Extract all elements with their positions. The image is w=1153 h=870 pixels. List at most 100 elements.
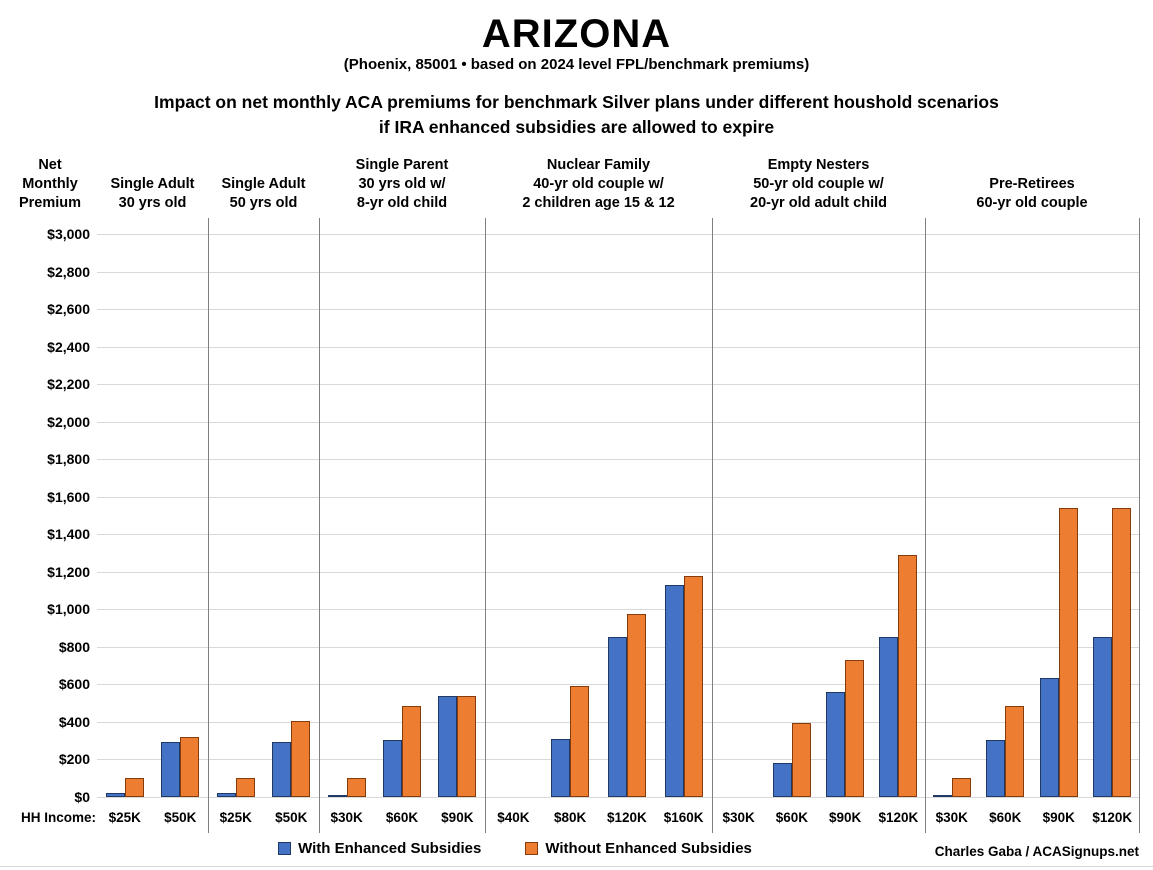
y-axis-title: Net Monthly Premium — [18, 157, 82, 211]
bar-with-enhanced-subsidies — [608, 637, 627, 797]
bar-without-enhanced-subsidies — [125, 778, 144, 797]
hh-income-value: $30K — [330, 810, 363, 825]
bar-without-enhanced-subsidies — [792, 723, 811, 797]
legend-label-without: Without Enhanced Subsidies — [545, 840, 752, 857]
bar-with-enhanced-subsidies — [383, 740, 402, 797]
scenario-header-line: Nuclear Family — [546, 157, 651, 173]
gridline — [97, 271, 1139, 273]
bar-with-enhanced-subsidies — [328, 795, 347, 797]
hh-income-value: $160K — [663, 810, 704, 825]
bar-with-enhanced-subsidies — [272, 742, 291, 797]
group-separator — [319, 218, 320, 833]
hh-income-value: $90K — [441, 810, 474, 825]
bar-without-enhanced-subsidies — [236, 778, 255, 797]
scenario-header: Nuclear Family 40-yr old couple w/2 child… — [485, 150, 712, 213]
hh-income-value: $60K — [989, 810, 1022, 825]
hh-income-value: $40K — [497, 810, 530, 825]
bar-with-enhanced-subsidies — [1040, 678, 1059, 797]
y-tick-label: $1,800 — [47, 451, 90, 468]
scenario-header-line: 30 yrs old — [118, 195, 187, 211]
bottom-divider — [0, 866, 1153, 867]
page-subtitle: (Phoenix, 85001 • based on 2024 level FP… — [343, 56, 810, 73]
hh-income-value: $120K — [606, 810, 647, 825]
scenario-header-line: 20-yr old adult child — [750, 195, 887, 211]
bar-with-enhanced-subsidies — [665, 585, 684, 797]
scenario-header-line: 2 children age 15 & 12 — [522, 195, 675, 211]
y-tick-label: $2,600 — [47, 301, 90, 318]
group-separator — [712, 218, 713, 833]
scenario-header: Pre-Retirees 60-yr old couple — [925, 150, 1139, 213]
scenario-header-line: 30 yrs old w/ — [358, 176, 446, 192]
bar-without-enhanced-subsidies — [347, 778, 366, 797]
bar-without-enhanced-subsidies — [952, 778, 971, 797]
hh-income-value: $90K — [1042, 810, 1075, 825]
hh-income-value: $30K — [722, 810, 755, 825]
y-tick-label: $1,400 — [47, 526, 90, 543]
bar-without-enhanced-subsidies — [402, 706, 421, 797]
legend-label-with: With Enhanced Subsidies — [298, 840, 482, 857]
scenario-header: Empty Nesters 50-yr old couple w/20-yr ol… — [712, 150, 925, 213]
y-tick-label: $2,200 — [47, 376, 90, 393]
bar-with-enhanced-subsidies — [106, 793, 125, 797]
scenario-header-line: Single Parent — [355, 157, 449, 173]
bar-without-enhanced-subsidies — [1005, 706, 1024, 797]
scenario-header-line: Empty Nesters — [767, 157, 870, 173]
hh-income-value: $25K — [108, 810, 141, 825]
scenario-header-line: 60-yr old couple — [976, 195, 1088, 211]
y-tick-label: $1,000 — [47, 601, 90, 618]
bar-without-enhanced-subsidies — [457, 696, 476, 797]
gridline — [97, 609, 1139, 611]
hh-income-row-label: HH Income: — [20, 810, 96, 825]
hh-income-value: $50K — [164, 810, 197, 825]
bar-without-enhanced-subsidies — [898, 555, 917, 797]
bar-without-enhanced-subsidies — [1112, 508, 1131, 797]
group-separator — [208, 218, 209, 833]
bar-without-enhanced-subsidies — [291, 721, 310, 797]
scenario-header: Single Parent 30 yrs old w/8-yr old child — [319, 150, 485, 213]
scenario-header-line: 50 yrs old — [229, 195, 298, 211]
gridline — [97, 459, 1139, 461]
chart-description-line1: Impact on net monthly ACA premiums for b… — [154, 92, 999, 112]
scenario-header-line: Single Adult — [221, 176, 306, 192]
y-tick-label: $600 — [58, 676, 90, 693]
bar-with-enhanced-subsidies — [879, 637, 898, 797]
bar-without-enhanced-subsidies — [627, 614, 646, 797]
group-separator — [925, 218, 926, 833]
scenario-header-line: 50-yr old couple w/ — [753, 176, 884, 192]
bar-with-enhanced-subsidies — [1093, 637, 1112, 797]
gridline — [97, 534, 1139, 536]
hh-income-value: $25K — [219, 810, 252, 825]
legend-swatch-without-icon — [525, 842, 539, 855]
scenario-header-line: Single Adult — [110, 176, 195, 192]
y-tick-label: $2,800 — [47, 263, 90, 280]
gridline — [97, 797, 1139, 798]
chart-description-line2: if IRA enhanced subsidies are allowed to… — [378, 117, 775, 137]
bar-with-enhanced-subsidies — [161, 742, 180, 797]
bar-with-enhanced-subsidies — [551, 739, 570, 797]
y-tick-label: $1,200 — [47, 563, 90, 580]
legend-item-without-enhanced: Without Enhanced Subsidies — [525, 840, 752, 857]
y-tick-label: $0 — [74, 789, 90, 805]
scenario-header-line: 8-yr old child — [356, 195, 448, 211]
gridline — [97, 309, 1139, 311]
gridline — [97, 384, 1139, 386]
y-tick-label: $3,000 — [47, 226, 90, 242]
y-tick-label: $1,600 — [47, 488, 90, 505]
hh-income-value: $30K — [935, 810, 968, 825]
hh-income-value: $120K — [878, 810, 919, 825]
bar-with-enhanced-subsidies — [986, 740, 1005, 797]
scenario-header-line: 40-yr old couple w/ — [533, 176, 664, 192]
gridline — [97, 571, 1139, 573]
scenario-header-line: Pre-Retirees — [989, 176, 1075, 192]
bar-with-enhanced-subsidies — [438, 696, 457, 797]
bar-with-enhanced-subsidies — [217, 793, 236, 797]
hh-income-value: $50K — [275, 810, 308, 825]
y-tick-label: $200 — [58, 751, 90, 768]
bar-with-enhanced-subsidies — [773, 763, 792, 797]
hh-income-value: $80K — [553, 810, 587, 825]
gridline — [97, 234, 1139, 235]
hh-income-value: $60K — [385, 810, 419, 825]
bar-without-enhanced-subsidies — [1059, 508, 1078, 797]
plot-right-border — [1139, 218, 1140, 833]
